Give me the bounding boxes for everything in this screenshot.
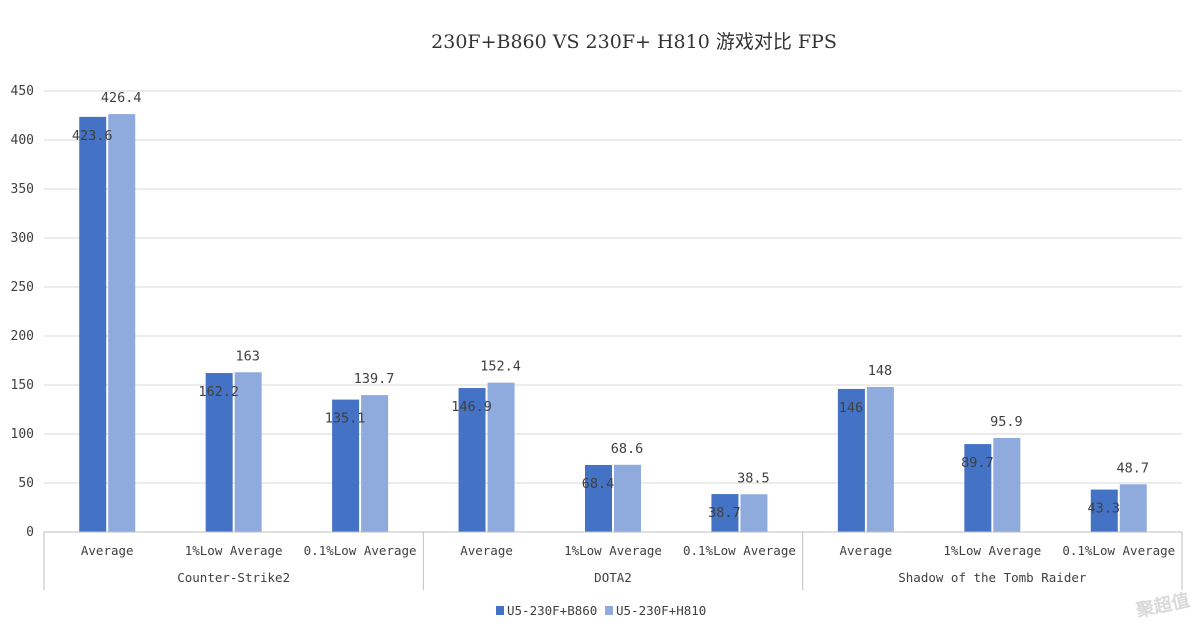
- x-tick-label: 0.1%Low Average: [683, 543, 796, 558]
- data-labels: 423.6 426.4 162.2 163 135.1 139.7 146.9 152.4 68…: [72, 90, 1149, 521]
- x-tick-label: 0.1%Low Average: [304, 543, 417, 558]
- bar: [332, 399, 360, 532]
- legend-label: U5-230F+H810: [616, 603, 706, 618]
- bar: [837, 388, 865, 532]
- y-tick-label: 350: [11, 182, 34, 197]
- bar: [711, 494, 739, 532]
- group-label: DOTA2: [594, 570, 632, 585]
- data-label: 48.7: [1117, 460, 1150, 476]
- data-label: 152.4: [480, 359, 521, 375]
- data-label: 68.6: [611, 441, 644, 457]
- bar: [361, 395, 389, 532]
- group-label: Shadow of the Tomb Raider: [898, 570, 1087, 585]
- y-tick-label: 50: [18, 476, 34, 491]
- y-tick-label: 250: [11, 280, 34, 295]
- gridlines: [44, 90, 1182, 484]
- data-label: 163: [235, 348, 259, 364]
- data-label: 68.4: [582, 476, 615, 492]
- data-label: 423.6: [72, 128, 113, 144]
- bar: [1090, 489, 1118, 532]
- y-tick-label: 100: [11, 427, 34, 442]
- y-tick-label: 150: [11, 378, 34, 393]
- data-label: 43.3: [1088, 501, 1121, 517]
- bar: [234, 372, 262, 532]
- y-axis: 0 50 100 150 200 250 300 350 400 450: [11, 84, 34, 540]
- bar: [614, 464, 641, 532]
- group-label: Counter-Strike2: [177, 570, 290, 585]
- legend-swatch: [496, 606, 504, 615]
- data-label: 89.7: [961, 455, 994, 471]
- x-tick-label: 1%Low Average: [943, 543, 1041, 558]
- data-label: 426.4: [101, 90, 142, 106]
- bar: [964, 444, 992, 532]
- bars: [79, 114, 1147, 533]
- x-tick-label: Average: [840, 543, 893, 558]
- watermark: 聚超值: [1133, 589, 1191, 622]
- data-label: 135.1: [325, 411, 366, 427]
- x-tick-label: Average: [460, 543, 513, 558]
- legend-label: U5-230F+B860: [507, 603, 597, 618]
- data-label: 139.7: [354, 371, 395, 387]
- y-tick-label: 400: [11, 133, 34, 148]
- y-tick-label: 0: [26, 525, 34, 540]
- y-tick-label: 300: [11, 231, 34, 246]
- legend: U5-230F+B860 U5-230F+H810: [496, 603, 706, 618]
- bar: [458, 388, 486, 532]
- data-label: 148: [868, 363, 892, 379]
- x-tick-label: Average: [81, 543, 134, 558]
- data-label: 95.9: [990, 414, 1023, 430]
- bar: [585, 464, 612, 532]
- data-label: 146: [839, 400, 863, 416]
- data-label: 38.7: [708, 505, 741, 521]
- data-label: 162.2: [198, 384, 239, 400]
- bar: [866, 386, 894, 532]
- bar: [487, 382, 515, 532]
- y-tick-label: 450: [11, 84, 34, 99]
- x-tick-label: 1%Low Average: [185, 543, 283, 558]
- legend-swatch: [605, 606, 613, 615]
- y-tick-label: 200: [11, 329, 34, 344]
- bar: [993, 438, 1021, 532]
- bar: [205, 373, 233, 532]
- bar: [108, 114, 136, 533]
- data-label: 38.5: [737, 470, 770, 486]
- data-label: 146.9: [451, 399, 492, 415]
- bar: [740, 494, 768, 532]
- bar: [1119, 484, 1147, 532]
- x-tick-label: 1%Low Average: [564, 543, 662, 558]
- x-tick-label: 0.1%Low Average: [1062, 543, 1175, 558]
- chart-title: 230F+B860 VS 230F+ H810 游戏对比 FPS: [431, 31, 837, 53]
- bar: [79, 116, 107, 532]
- x-axis: Average 1%Low Average 0.1%Low Average Avera…: [43, 531, 1183, 590]
